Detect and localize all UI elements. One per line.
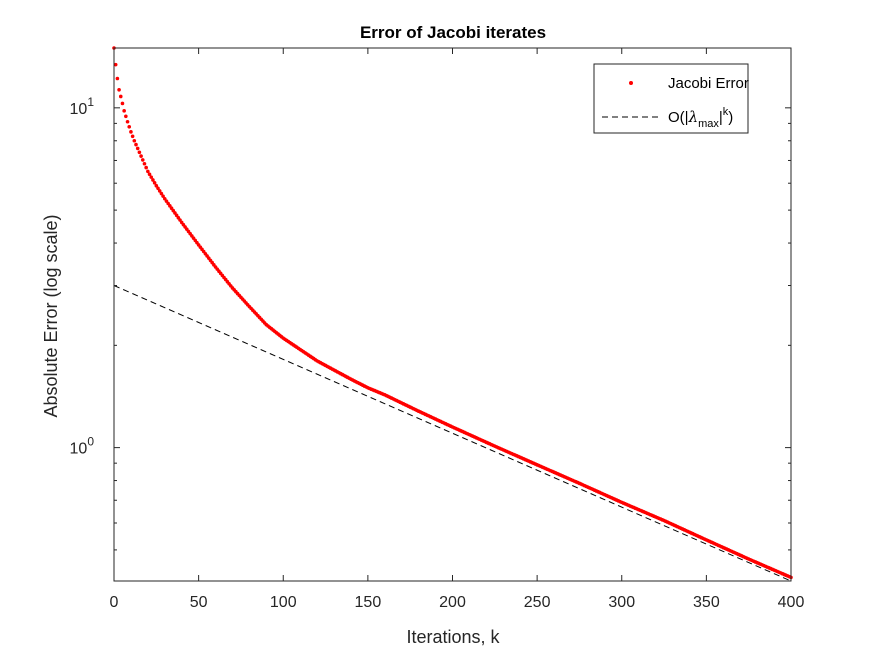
- data-point: [146, 169, 150, 174]
- chart-title: Error of Jacobi iterates: [360, 23, 546, 42]
- data-point: [118, 94, 123, 99]
- x-tick-label: 50: [190, 594, 208, 611]
- legend: Jacobi Error O(|λmax|k): [593, 63, 749, 134]
- data-point: [127, 124, 132, 129]
- legend-marker-jacobi-error: [629, 81, 633, 85]
- series-line-big-o: [113, 285, 792, 582]
- y-tick-label: 101: [70, 95, 95, 118]
- legend-box: [593, 63, 749, 134]
- y-axis-label: Absolute Error (log scale): [41, 214, 61, 417]
- x-tick-label: 400: [778, 594, 805, 611]
- data-point: [156, 186, 160, 191]
- data-point: [134, 142, 138, 147]
- data-point: [161, 194, 165, 198]
- x-tick-label: 200: [439, 594, 466, 611]
- data-point: [132, 138, 137, 143]
- data-point: [122, 109, 126, 113]
- legend-label-big-o: O(|λmax|k): [668, 106, 733, 130]
- plot-area: [112, 46, 793, 582]
- data-point: [140, 158, 145, 162]
- data-point: [137, 150, 142, 155]
- data-point: [135, 146, 140, 151]
- data-point: [129, 130, 133, 134]
- data-point: [151, 178, 155, 182]
- x-tick-label: 0: [110, 594, 119, 611]
- y-tick-label: 100: [70, 435, 95, 458]
- x-axis: 0 50 100 150 200 250 300 350 400: [110, 48, 805, 611]
- data-point: [115, 76, 120, 81]
- data-point: [149, 175, 154, 179]
- data-point: [113, 62, 118, 67]
- data-point: [144, 165, 148, 170]
- data-point: [117, 87, 121, 92]
- x-tick-label: 150: [355, 594, 382, 611]
- data-point: [152, 181, 157, 185]
- x-tick-label: 300: [608, 594, 635, 611]
- y-axis: 100 101: [70, 95, 791, 551]
- x-tick-label: 100: [270, 594, 297, 611]
- data-point: [159, 191, 164, 196]
- data-point: [157, 189, 162, 193]
- data-point: [130, 134, 135, 139]
- data-point: [139, 154, 143, 158]
- x-tick-label: 350: [693, 594, 720, 611]
- data-point: [125, 119, 130, 124]
- data-point: [124, 114, 128, 119]
- data-point: [147, 172, 152, 177]
- series-jacobi-error: [112, 46, 793, 580]
- x-axis-label: Iterations, k: [406, 627, 500, 647]
- data-point: [120, 101, 125, 106]
- x-tick-label: 250: [524, 594, 551, 611]
- legend-label-jacobi-error: Jacobi Error: [668, 75, 749, 92]
- data-point: [154, 183, 159, 188]
- data-point: [142, 161, 147, 166]
